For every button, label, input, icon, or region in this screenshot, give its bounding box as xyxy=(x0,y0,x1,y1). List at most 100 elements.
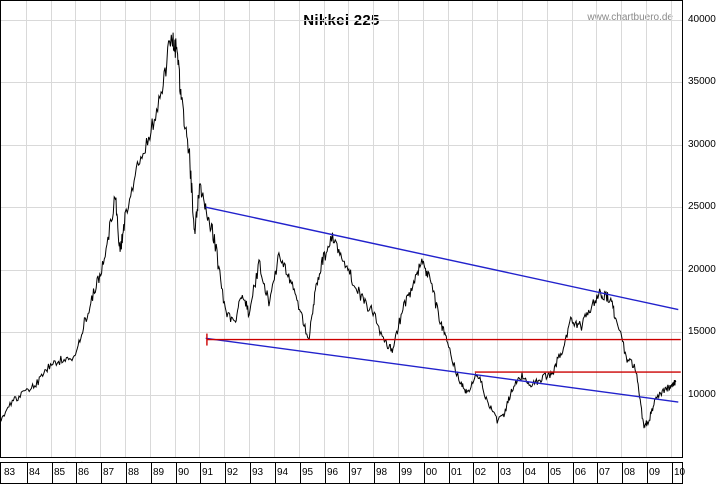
gridline-x xyxy=(596,1,597,457)
gridline-x xyxy=(398,1,399,457)
x-axis-tick xyxy=(498,463,499,483)
x-axis-tick xyxy=(126,463,127,483)
x-axis-tick xyxy=(76,463,77,483)
x-axis-tick-label: 91 xyxy=(202,467,214,478)
x-axis-tick-label: 98 xyxy=(376,467,388,478)
x-axis-tick xyxy=(473,463,474,483)
x-axis-tick-label: 83 xyxy=(4,467,16,478)
gridline-x xyxy=(51,1,52,457)
x-axis-tick xyxy=(399,463,400,483)
x-axis-tick xyxy=(647,463,648,483)
x-axis-tick xyxy=(548,463,549,483)
x-axis-tick-label: 01 xyxy=(451,467,463,478)
x-axis-tick-label: 03 xyxy=(500,467,512,478)
x-axis-tick xyxy=(573,463,574,483)
x-axis-tick xyxy=(101,463,102,483)
x-axis-tick xyxy=(374,463,375,483)
gridline-x xyxy=(26,1,27,457)
gridline-x xyxy=(175,1,176,457)
x-axis-tick-label: 05 xyxy=(550,467,562,478)
gridline-x xyxy=(621,1,622,457)
gridline-y xyxy=(1,145,682,146)
gridline-y xyxy=(1,82,682,83)
y-axis-tick-label: 25000 xyxy=(688,201,716,212)
x-axis-tick xyxy=(449,463,450,483)
x-axis-tick xyxy=(523,463,524,483)
gridline-x xyxy=(75,1,76,457)
gridline-x xyxy=(299,1,300,457)
gridline-x xyxy=(125,1,126,457)
gridline-x xyxy=(100,1,101,457)
x-axis-tick-label: 10 xyxy=(674,467,686,478)
gridline-x xyxy=(423,1,424,457)
gridline-x xyxy=(448,1,449,457)
gridline-y xyxy=(1,20,682,21)
x-axis-tick-label: 86 xyxy=(78,467,90,478)
y-axis-tick-label: 20000 xyxy=(688,264,716,275)
x-axis-tick-label: 89 xyxy=(153,467,165,478)
x-axis-tick xyxy=(597,463,598,483)
x-axis-tick xyxy=(151,463,152,483)
x-axis-tick xyxy=(27,463,28,483)
x-axis-tick-label: 99 xyxy=(401,467,413,478)
gridline-y xyxy=(1,395,682,396)
gridline-x xyxy=(373,1,374,457)
x-axis-tick-label: 97 xyxy=(351,467,363,478)
gridline-x xyxy=(547,1,548,457)
x-axis-tick xyxy=(275,463,276,483)
watermark-label: www.chartbuero.de xyxy=(587,12,673,23)
x-axis-tick xyxy=(300,463,301,483)
gridline-x xyxy=(224,1,225,457)
gridline-x xyxy=(348,1,349,457)
gridline-y xyxy=(1,332,682,333)
y-axis-tick-label: 15000 xyxy=(688,326,716,337)
x-axis-tick-label: 07 xyxy=(599,467,611,478)
gridline-x xyxy=(324,1,325,457)
gridline-x xyxy=(497,1,498,457)
x-axis-strip: 83 84 85 86 87 88 89 90 91 92 93 94 95 96 97 98 99 00 01 02… xyxy=(0,462,686,484)
gridline-x xyxy=(274,1,275,457)
x-axis-tick xyxy=(349,463,350,483)
x-axis-tick xyxy=(250,463,251,483)
x-axis-tick-label: 08 xyxy=(624,467,636,478)
x-axis-tick xyxy=(200,463,201,483)
x-axis-tick-label: 93 xyxy=(252,467,264,478)
plot-area xyxy=(0,0,683,458)
gridline-y xyxy=(1,207,682,208)
x-axis-tick-label: 92 xyxy=(227,467,239,478)
gridline-x xyxy=(522,1,523,457)
x-axis-tick xyxy=(176,463,177,483)
gridline-x xyxy=(671,1,672,457)
x-axis-tick-label: 09 xyxy=(649,467,661,478)
x-axis-tick-label: 06 xyxy=(575,467,587,478)
y-axis-tick-label: 40000 xyxy=(688,14,716,25)
x-axis-tick xyxy=(52,463,53,483)
x-axis-tick-label: 85 xyxy=(54,467,66,478)
x-axis-tick-label: 96 xyxy=(327,467,339,478)
gridline-y xyxy=(1,270,682,271)
gridline-x xyxy=(572,1,573,457)
x-axis-tick xyxy=(225,463,226,483)
y-axis-tick-label: 10000 xyxy=(688,389,716,400)
x-axis-tick-label: 87 xyxy=(103,467,115,478)
x-axis-tick-label: 90 xyxy=(178,467,190,478)
x-axis-tick xyxy=(424,463,425,483)
x-axis-tick-label: 04 xyxy=(525,467,537,478)
x-axis-tick-label: 88 xyxy=(128,467,140,478)
x-axis-tick xyxy=(325,463,326,483)
gridline-x xyxy=(472,1,473,457)
x-axis-tick-label: 95 xyxy=(302,467,314,478)
x-axis-tick xyxy=(672,463,673,483)
x-axis-tick-label: 94 xyxy=(277,467,289,478)
gridline-x xyxy=(199,1,200,457)
x-axis-tick-label: 00 xyxy=(426,467,438,478)
y-axis-tick-label: 35000 xyxy=(688,76,716,87)
gridline-x xyxy=(646,1,647,457)
y-axis-tick-label: 30000 xyxy=(688,139,716,150)
x-axis-tick-label: 02 xyxy=(475,467,487,478)
x-axis-tick-label: 84 xyxy=(29,467,41,478)
gridline-x xyxy=(150,1,151,457)
gridline-x xyxy=(249,1,250,457)
x-axis-tick xyxy=(622,463,623,483)
